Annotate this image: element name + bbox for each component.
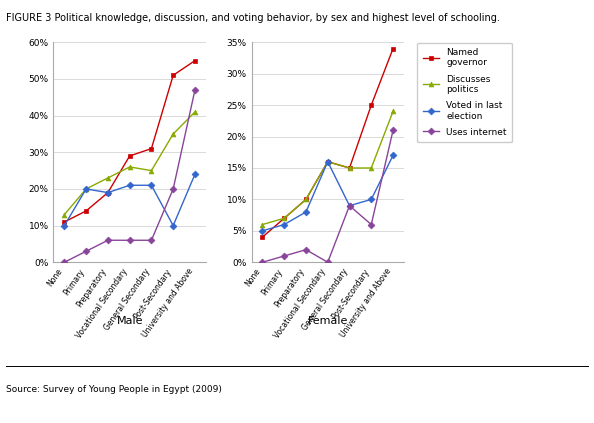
Legend: Named
governor, Discusses
politics, Voted in last
election, Uses internet: Named governor, Discusses politics, Vote… bbox=[418, 43, 512, 143]
Text: FIGURE 3 Political knowledge, discussion, and voting behavior, by sex and highes: FIGURE 3 Political knowledge, discussion… bbox=[6, 13, 500, 23]
Text: Source: Survey of Young People in Egypt (2009): Source: Survey of Young People in Egypt … bbox=[6, 385, 222, 394]
Text: Female: Female bbox=[308, 316, 348, 327]
Text: Male: Male bbox=[116, 316, 143, 327]
